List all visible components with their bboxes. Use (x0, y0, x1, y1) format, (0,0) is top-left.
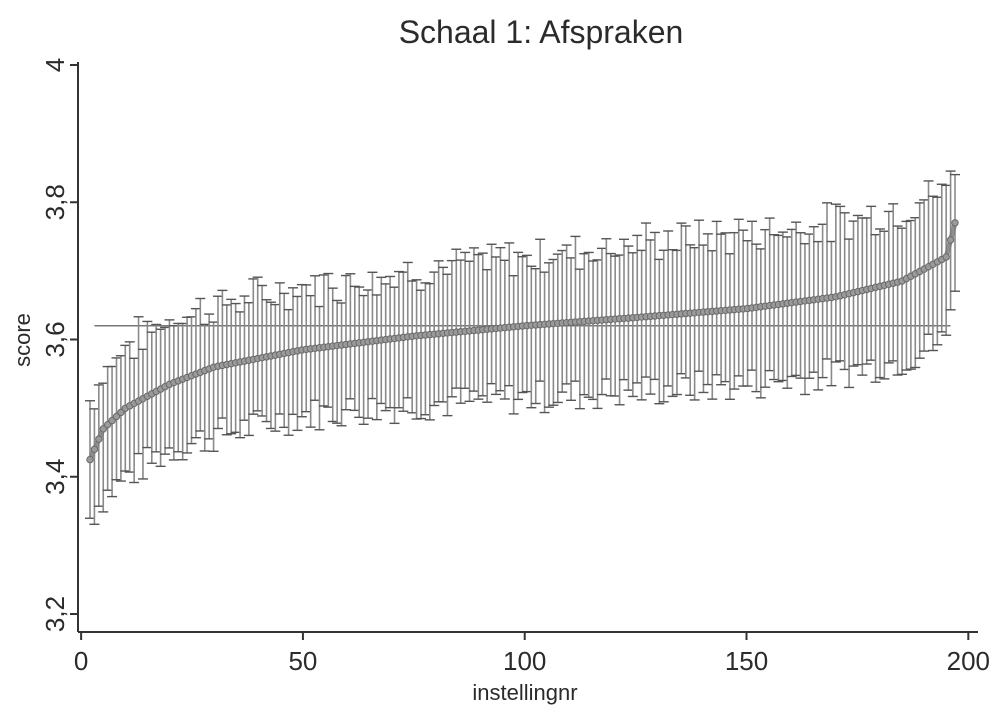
mean-point (95, 435, 103, 443)
y-tick-label: 4 (40, 58, 70, 72)
mean-point (112, 412, 121, 421)
y-tick-label: 3,8 (40, 184, 70, 220)
x-axis-title: instellingnr (472, 680, 577, 705)
x-tick-label: 0 (74, 646, 88, 676)
y-ticks: 3,2 3,4 3,6 3,8 4 (40, 58, 78, 632)
mean-point (942, 253, 950, 261)
mean-point (951, 219, 959, 227)
x-ticks: 0 50 100 150 200 (74, 632, 990, 676)
y-tick-label: 3,2 (40, 596, 70, 632)
mean-point (103, 420, 112, 429)
y-tick-label: 3,6 (40, 321, 70, 357)
mean-point (99, 425, 107, 433)
x-tick-label: 50 (288, 646, 317, 676)
error-bars (85, 170, 960, 525)
mean-markers (86, 219, 959, 464)
y-tick-label: 3,4 (40, 459, 70, 495)
mean-point (108, 416, 116, 425)
mean-point (117, 408, 125, 417)
x-tick-label: 200 (947, 646, 990, 676)
y-axis-title: score (10, 313, 35, 367)
mean-point (86, 455, 94, 464)
x-tick-label: 100 (503, 646, 546, 676)
mean-point (946, 236, 955, 244)
chart-title: Schaal 1: Afspraken (399, 14, 684, 50)
mean-point (90, 445, 99, 454)
x-tick-label: 150 (725, 646, 768, 676)
